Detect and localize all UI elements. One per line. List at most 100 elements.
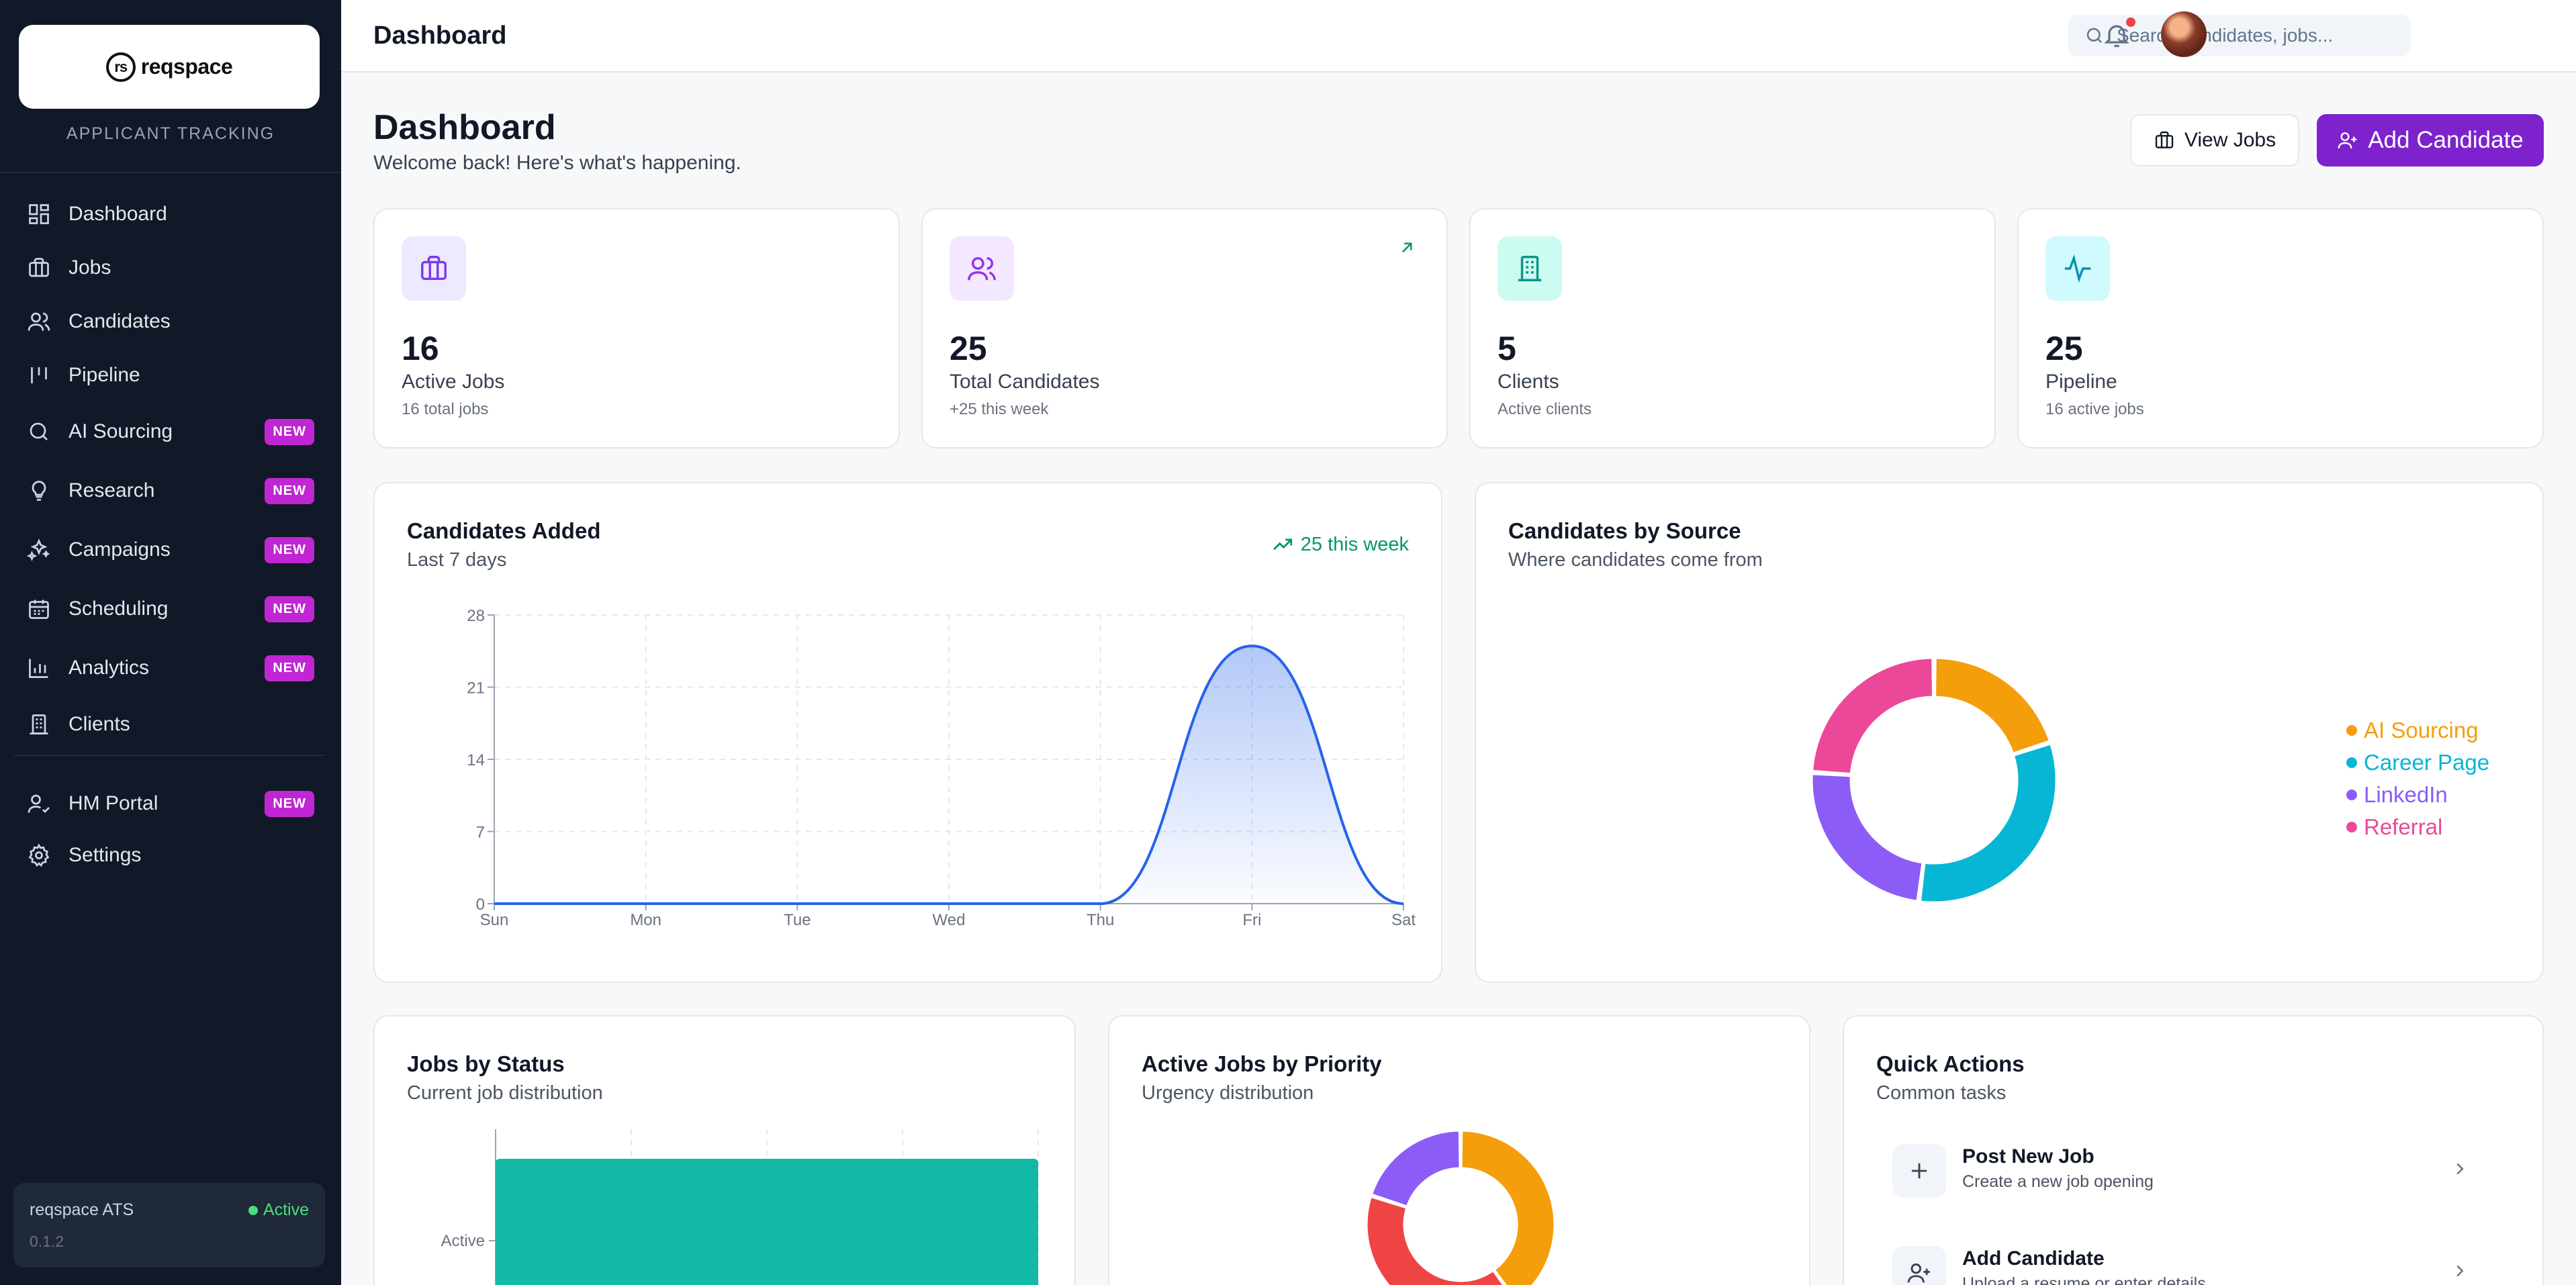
card-subtitle: Last 7 days	[407, 549, 507, 571]
legend-item: AI Sourcing	[2346, 714, 2489, 747]
status-dot	[248, 1205, 258, 1215]
sidebar-item-jobs[interactable]: Jobs	[13, 246, 328, 290]
x-tick-label: Thu	[1087, 911, 1114, 929]
search-icon	[30, 422, 48, 440]
kanban-icon	[31, 367, 47, 383]
quick-action-post-job[interactable]: Post New Job Create a new job opening	[1876, 1132, 2486, 1206]
sidebar-item-analytics[interactable]: Analytics NEW	[13, 646, 328, 690]
candidates-added-card: Candidates Added Last 7 days 25 this wee…	[373, 482, 1442, 983]
gear-icon	[28, 843, 50, 867]
legend-label: Career Page	[2364, 750, 2490, 775]
legend-item: Career Page	[2346, 747, 2489, 779]
sidebar-item-clients[interactable]: Clients	[13, 702, 328, 747]
stat-card-total-candidates[interactable]: 25 Total Candidates +25 this week	[921, 208, 1448, 448]
topbar-title: Dashboard	[373, 21, 507, 50]
slice-career-page	[1919, 743, 2058, 904]
logo[interactable]: rs reqspace	[19, 25, 320, 109]
y-tick-label: 21	[467, 679, 485, 698]
stat-icon-wrap	[1498, 236, 1562, 301]
bell-icon[interactable]	[2102, 20, 2131, 50]
sidebar-item-label: HM Portal	[68, 792, 158, 814]
logo-mark: rs	[105, 52, 136, 82]
sidebar-item-hm-portal[interactable]: HM Portal NEW	[13, 781, 328, 826]
app-version: 0.1.2	[30, 1233, 64, 1250]
stat-card-clients[interactable]: 5 Clients Active clients	[1469, 208, 1996, 448]
y-tick-label: 7	[476, 824, 485, 842]
legend-item: LinkedIn	[2346, 779, 2489, 811]
priority-donut-chart	[1365, 1129, 1556, 1285]
bar-chart-icon	[29, 659, 48, 678]
arrow-up-right-icon	[1401, 242, 1412, 253]
sidebar-item-ai-sourcing[interactable]: AI Sourcing NEW	[13, 410, 328, 454]
x-tick-label: Sun	[480, 911, 509, 929]
sparkles-icon	[27, 538, 50, 561]
card-title: Candidates Added	[407, 518, 601, 543]
avatar[interactable]	[2161, 11, 2207, 57]
card-subtitle: Where candidates come from	[1508, 549, 1763, 571]
stat-label: Active Jobs	[402, 371, 505, 393]
stat-card-pipeline[interactable]: 25 Pipeline 16 active jobs	[2017, 208, 2544, 448]
sidebar-item-settings[interactable]: Settings	[13, 833, 328, 877]
sidebar-item-candidates[interactable]: Candidates	[13, 299, 328, 344]
quick-action-sub: Create a new job opening	[1962, 1172, 2154, 1191]
sidebar-item-pipeline[interactable]: Pipeline	[13, 353, 328, 397]
page-title: Dashboard	[373, 108, 556, 147]
card-subtitle: Current job distribution	[407, 1082, 603, 1104]
y-tick-label: 14	[467, 751, 485, 769]
status-text: Active	[263, 1200, 309, 1219]
card-subtitle: Urgency distribution	[1142, 1082, 1314, 1104]
sidebar-item-label: Analytics	[68, 657, 150, 679]
sidebar-item-label: Clients	[68, 713, 130, 735]
new-badge: NEW	[265, 596, 314, 622]
sidebar-item-scheduling[interactable]: Scheduling NEW	[13, 587, 328, 631]
search-input[interactable]	[2117, 25, 2399, 46]
grid-icon	[29, 204, 49, 224]
quick-action-add-candidate[interactable]: Add Candidate Upload a resume or enter d…	[1876, 1234, 2486, 1285]
chevron-right-icon	[2456, 1265, 2464, 1277]
bar-active	[496, 1159, 1038, 1285]
page-subtitle: Welcome back! Here's what's happening.	[373, 152, 741, 174]
briefcase-icon	[421, 256, 447, 281]
new-badge: NEW	[265, 536, 314, 563]
sidebar-item-label: Campaigns	[68, 538, 171, 561]
quick-action-title: Add Candidate	[1962, 1247, 2105, 1270]
quick-action-title: Post New Job	[1962, 1145, 2095, 1168]
briefcase-icon	[2155, 131, 2174, 148]
source-donut-chart	[1810, 657, 2058, 904]
sidebar-item-dashboard[interactable]: Dashboard	[13, 192, 328, 236]
sidebar-item-label: Research	[68, 479, 155, 502]
stat-card-active-jobs[interactable]: 16 Active Jobs 16 total jobs	[373, 208, 900, 448]
legend-item: Referral	[2346, 811, 2489, 843]
stat-sub: 16 active jobs	[2045, 400, 2144, 418]
sidebar-item-label: Settings	[68, 844, 142, 866]
x-tick-label: Fri	[1242, 911, 1261, 929]
slice-medium	[1370, 1129, 1461, 1208]
qa-icon-wrap	[1892, 1144, 1946, 1198]
users-icon	[28, 312, 50, 331]
legend-dot	[2346, 790, 2357, 800]
y-tick-label: 0	[476, 896, 485, 914]
y-tick-label: Active	[441, 1232, 485, 1250]
sidebar-item-research[interactable]: Research NEW	[13, 469, 328, 513]
view-jobs-button[interactable]: View Jobs	[2130, 114, 2299, 166]
app-name: reqspace ATS	[30, 1200, 134, 1219]
x-tick-label: Wed	[933, 911, 966, 929]
stat-icon-wrap	[402, 236, 466, 301]
new-badge: NEW	[265, 418, 314, 445]
sidebar-item-label: Candidates	[68, 310, 171, 332]
add-candidate-label: Add Candidate	[2368, 127, 2524, 153]
stat-sub: Active clients	[1498, 400, 1592, 418]
user-plus-icon	[2338, 132, 2357, 149]
briefcase-icon	[29, 258, 49, 277]
chevron-right-icon	[2456, 1163, 2464, 1175]
add-candidate-button[interactable]: Add Candidate	[2317, 114, 2544, 166]
new-badge: NEW	[265, 790, 314, 817]
slice-ai-sourcing	[1934, 657, 2052, 755]
sidebar-item-campaigns[interactable]: Campaigns NEW	[13, 528, 328, 572]
candidates-added-chart: 0 7 14 21 28 Sun Mon Tue Wed Thu Fri Sat	[467, 607, 1416, 929]
sidebar-divider	[13, 755, 325, 756]
app-subtitle: APPLICANT TRACKING	[66, 124, 275, 143]
candidates-by-source-card: Candidates by Source Where candidates co…	[1475, 482, 2544, 983]
slice-linkedin	[1810, 773, 1924, 902]
stat-sub: 16 total jobs	[402, 400, 489, 418]
